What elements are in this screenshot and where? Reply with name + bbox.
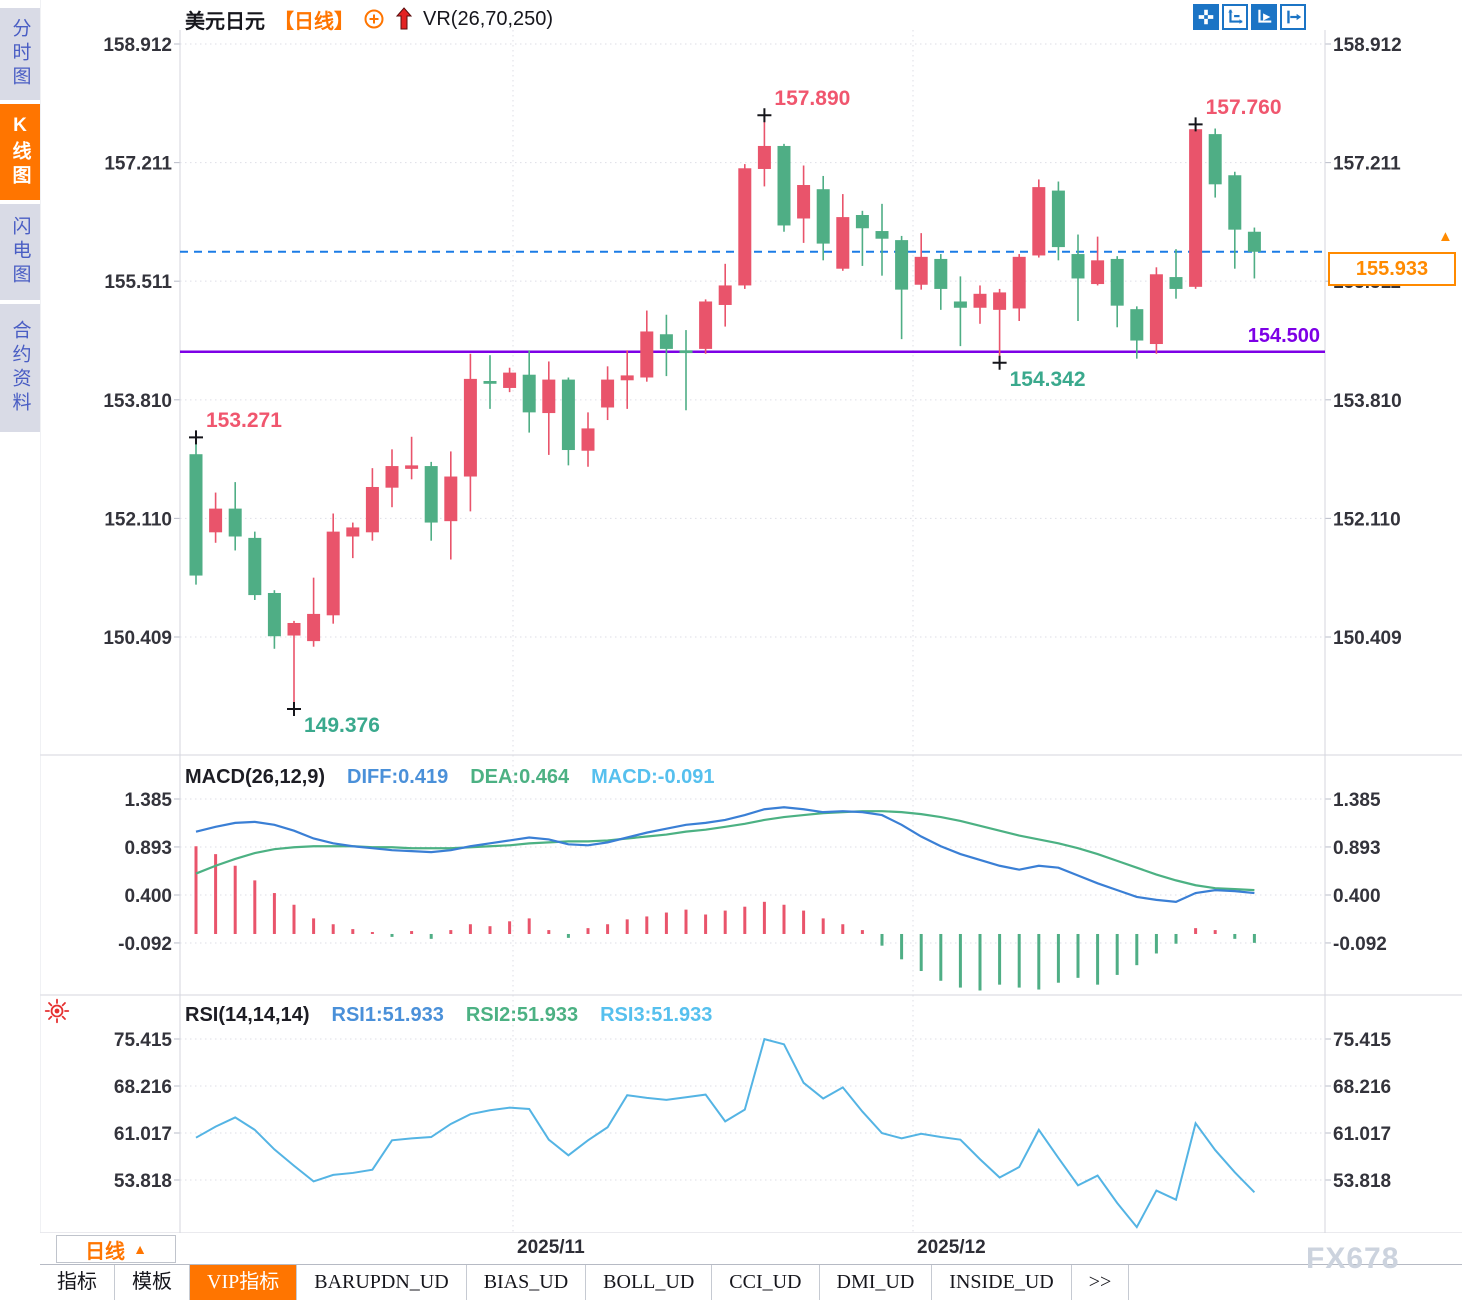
axis-scale-icon[interactable]: [1222, 4, 1248, 30]
y-axis-label: 68.216: [1333, 1077, 1391, 1098]
red-up-arrow-icon: [394, 6, 414, 32]
support-line-label: 154.500: [1247, 324, 1320, 347]
price-marker-cross: [189, 430, 203, 445]
y-axis-label: 61.017: [1333, 1124, 1391, 1145]
rsi-title: RSI(14,14,14) RSI1:51.933 RSI2:51.933 RS…: [185, 1004, 712, 1027]
rsi-indicator-label[interactable]: RSI(14,14,14): [185, 1004, 310, 1026]
tab-dmi-ud[interactable]: DMI_UD: [820, 1265, 933, 1300]
diff-line: [195, 806, 1255, 903]
chart-toolbar: [1193, 4, 1306, 30]
y-axis-label: 158.912: [103, 35, 172, 56]
sidebar-item-contract-info[interactable]: 合约资料: [0, 304, 40, 432]
tab-bias-ud[interactable]: BIAS_UD: [467, 1265, 587, 1300]
y-axis-label: 1.385: [124, 790, 172, 811]
macd-indicator-label[interactable]: MACD(26,12,9): [185, 766, 326, 788]
tab-inside-ud[interactable]: INSIDE_UD: [932, 1265, 1072, 1300]
rsi-line: [195, 1037, 1256, 1229]
period-selector[interactable]: 日线 ▲: [56, 1235, 176, 1263]
macd-dea-value: DEA:0.464: [470, 766, 570, 788]
last-price-badge: 155.933: [1328, 252, 1456, 287]
x-tick-dec: 2025/12: [917, 1237, 986, 1258]
tab-cci-ud[interactable]: CCI_UD: [712, 1265, 820, 1300]
macd-hist-value: MACD:-0.091: [591, 766, 715, 788]
y-axis-label: 0.400: [124, 886, 172, 907]
y-axis-label: -0.092: [1333, 934, 1387, 955]
sidebar-item-time-chart[interactable]: 分时图: [0, 8, 40, 100]
price-annotation: 149.376: [304, 714, 380, 738]
y-axis-label: 0.400: [1333, 886, 1381, 907]
y-axis-label: 75.415: [1333, 1030, 1392, 1051]
y-axis-label: 0.893: [1333, 838, 1381, 859]
y-axis-label: 0.893: [124, 838, 172, 859]
y-axis-label: 153.810: [1333, 391, 1402, 412]
sidebar-item-kline-chart[interactable]: K线图: [0, 104, 40, 200]
watermark: FX678: [1306, 1242, 1400, 1275]
y-axis-label: 152.110: [104, 509, 172, 530]
indicator-settings-icon[interactable]: [44, 998, 70, 1024]
price-annotation: 157.760: [1205, 96, 1282, 120]
price-marker-cross: [992, 355, 1007, 370]
price-up-marker-icon: ▲: [1438, 227, 1453, 245]
tab-vip-indicators[interactable]: VIP指标: [190, 1265, 298, 1300]
circle-plus-icon[interactable]: [363, 8, 385, 30]
period-tag[interactable]: 【日线】: [274, 10, 354, 33]
chart-title: 美元日元 【日线】 VR(26,70,250): [185, 5, 553, 33]
price-annotation: 157.890: [774, 87, 851, 111]
overlay-indicator-label[interactable]: VR(26,70,250): [423, 7, 554, 30]
sidebar: 分时图 K线图 闪电图 合约资料: [0, 0, 40, 1300]
period-selector-label: 日线: [85, 1240, 126, 1263]
macd-panel: [194, 806, 1256, 991]
y-axis-label: 150.409: [1333, 628, 1402, 649]
y-axis-label: 68.216: [114, 1077, 172, 1098]
tab-templates[interactable]: 模板: [115, 1265, 190, 1300]
macd-title: MACD(26,12,9) DIFF:0.419 DEA:0.464 MACD:…: [185, 766, 715, 789]
rsi1-value: RSI1:51.933: [331, 1004, 444, 1026]
x-tick-nov: 2025/11: [517, 1237, 585, 1258]
rsi3-value: RSI3:51.933: [600, 1004, 713, 1026]
y-axis-label: 157.211: [104, 154, 172, 175]
price-marker-cross: [1188, 117, 1203, 132]
dropdown-arrow-icon: ▲: [133, 1241, 147, 1257]
axis-auto-icon[interactable]: [1251, 4, 1277, 30]
move-crosshair-icon[interactable]: [1193, 4, 1219, 30]
x-axis-row: 日线 ▲ 2025/11 2025/12: [40, 1233, 1462, 1264]
y-axis-label: 75.415: [114, 1030, 173, 1051]
sidebar-item-flash-chart[interactable]: 闪电图: [0, 204, 40, 300]
tab-indicators[interactable]: 指标: [40, 1265, 115, 1300]
y-axis-label: -0.092: [118, 934, 172, 955]
tab-barupdn-ud[interactable]: BARUPDN_UD: [297, 1265, 467, 1300]
dea-line: [195, 810, 1255, 892]
price-marker-cross: [757, 108, 772, 123]
y-axis-label: 53.818: [1333, 1171, 1391, 1192]
symbol-name: 美元日元: [185, 10, 265, 33]
y-axis-label: 150.409: [103, 628, 172, 649]
indicator-tabbar: 指标 模板 VIP指标 BARUPDN_UD BIAS_UD BOLL_UD CCI_UD D…: [40, 1264, 1462, 1300]
y-axis-label: 157.211: [1333, 154, 1401, 175]
pan-latest-icon[interactable]: [1280, 4, 1306, 30]
candlestick-series: [189, 115, 1261, 710]
macd-diff-value: DIFF:0.419: [347, 766, 449, 788]
tab-boll-ud[interactable]: BOLL_UD: [586, 1265, 713, 1300]
tab-more[interactable]: >>: [1072, 1265, 1130, 1300]
y-axis-label: 158.912: [1333, 35, 1402, 56]
y-axis-label: 61.017: [114, 1124, 172, 1145]
rsi2-value: RSI2:51.933: [465, 1004, 579, 1026]
price-annotation: 154.342: [1009, 367, 1086, 391]
y-axis-label: 1.385: [1333, 790, 1381, 811]
y-axis-label: 155.511: [104, 272, 172, 293]
y-axis-label: 53.818: [114, 1171, 172, 1192]
y-axis-label: 153.810: [103, 391, 172, 412]
y-axis-label: 152.110: [1333, 509, 1401, 530]
price-marker-cross: [287, 702, 301, 717]
price-annotation: 153.271: [206, 409, 282, 433]
